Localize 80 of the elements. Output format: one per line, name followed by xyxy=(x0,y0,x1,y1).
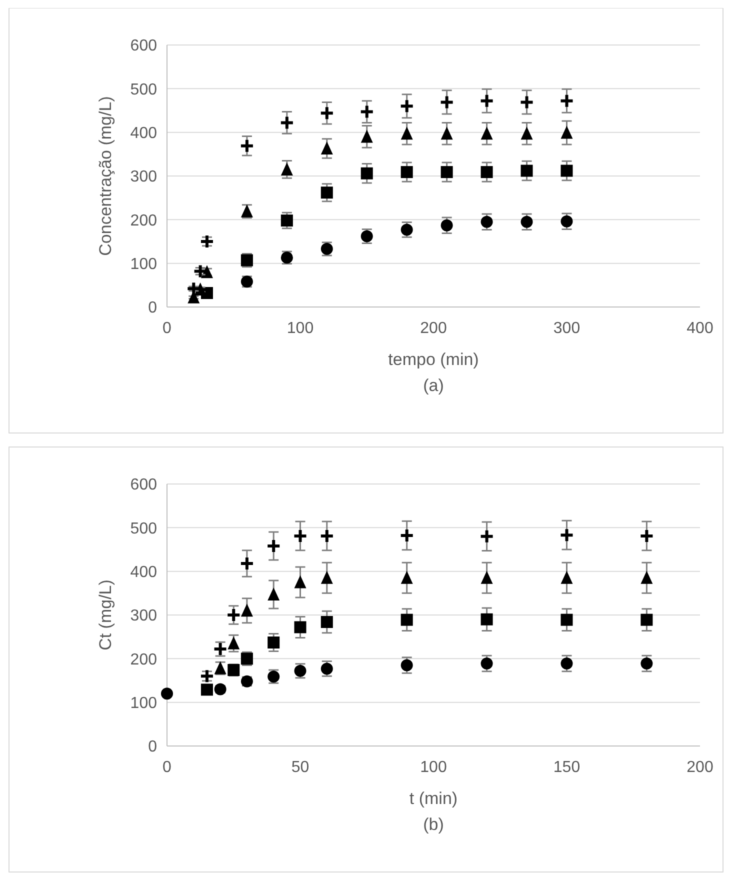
point xyxy=(399,528,414,544)
point xyxy=(292,528,308,544)
x-tick-label: 0 xyxy=(162,320,172,337)
point xyxy=(320,616,333,628)
point xyxy=(480,613,493,626)
point xyxy=(400,166,413,178)
y-tick-label: 200 xyxy=(130,212,158,230)
text: (b) xyxy=(423,815,444,834)
x-tick-label: 0 xyxy=(162,759,172,776)
point xyxy=(360,130,373,143)
point xyxy=(559,528,574,543)
x-tick-label: 150 xyxy=(553,759,580,776)
point xyxy=(480,166,493,178)
point xyxy=(200,684,213,696)
y-axis-title: Concentração (mg/L) xyxy=(96,96,115,256)
point xyxy=(239,556,254,571)
point xyxy=(268,636,280,649)
text: (a) xyxy=(423,376,444,395)
point xyxy=(266,538,282,554)
point xyxy=(639,528,654,544)
y-tick-label: 200 xyxy=(130,651,158,668)
point xyxy=(640,570,653,584)
point xyxy=(400,570,413,584)
point xyxy=(479,528,494,544)
y-axis-title: Ct (mg/L) xyxy=(96,580,115,650)
y-tick-label: 100 xyxy=(130,256,158,273)
y-tick-label: 600 xyxy=(130,476,158,494)
point xyxy=(200,265,213,278)
point xyxy=(319,528,334,544)
point xyxy=(559,93,574,108)
x-axis-title: tempo (min) xyxy=(388,350,479,369)
point xyxy=(480,126,493,140)
point xyxy=(519,94,534,110)
point xyxy=(320,141,333,154)
point xyxy=(439,94,454,110)
point xyxy=(560,614,573,626)
y-tick-label: 500 xyxy=(130,520,158,538)
point xyxy=(240,604,253,617)
y-tick-label: 0 xyxy=(148,738,158,756)
y-tick-label: 500 xyxy=(130,81,158,98)
point xyxy=(279,115,294,130)
x-tick-label: 300 xyxy=(553,320,580,337)
point xyxy=(320,570,333,584)
y-tick-label: 300 xyxy=(130,168,158,186)
point xyxy=(560,164,573,177)
y-tick-label: 400 xyxy=(130,564,158,581)
point xyxy=(440,126,453,140)
point xyxy=(360,167,373,180)
y-tick-label: 100 xyxy=(130,694,158,712)
point xyxy=(520,126,533,140)
x-tick-label: 100 xyxy=(420,759,447,776)
y-tick-label: 0 xyxy=(148,300,158,317)
point xyxy=(520,164,533,177)
y-tick-label: 400 xyxy=(130,124,158,142)
point xyxy=(399,98,414,114)
point xyxy=(400,614,413,626)
point xyxy=(480,570,493,584)
x-tick-label: 400 xyxy=(686,320,714,337)
point xyxy=(226,608,242,622)
point xyxy=(280,162,293,176)
point xyxy=(239,138,254,154)
point xyxy=(268,587,280,600)
point xyxy=(640,614,653,626)
point xyxy=(560,570,573,584)
x-tick-label: 50 xyxy=(291,759,310,776)
point xyxy=(400,126,413,140)
x-axis-title: t (min) xyxy=(409,789,458,808)
point xyxy=(440,166,453,178)
x-tick-label: 200 xyxy=(420,320,447,337)
x-tick-label: 200 xyxy=(686,759,714,776)
point xyxy=(319,106,334,121)
point xyxy=(294,621,306,634)
point xyxy=(294,575,306,588)
point xyxy=(359,104,374,120)
point xyxy=(560,126,573,139)
x-tick-label: 100 xyxy=(286,320,314,337)
point xyxy=(479,93,494,108)
y-tick-label: 300 xyxy=(130,608,158,625)
y-tick-label: 600 xyxy=(130,38,158,55)
point xyxy=(320,186,333,199)
